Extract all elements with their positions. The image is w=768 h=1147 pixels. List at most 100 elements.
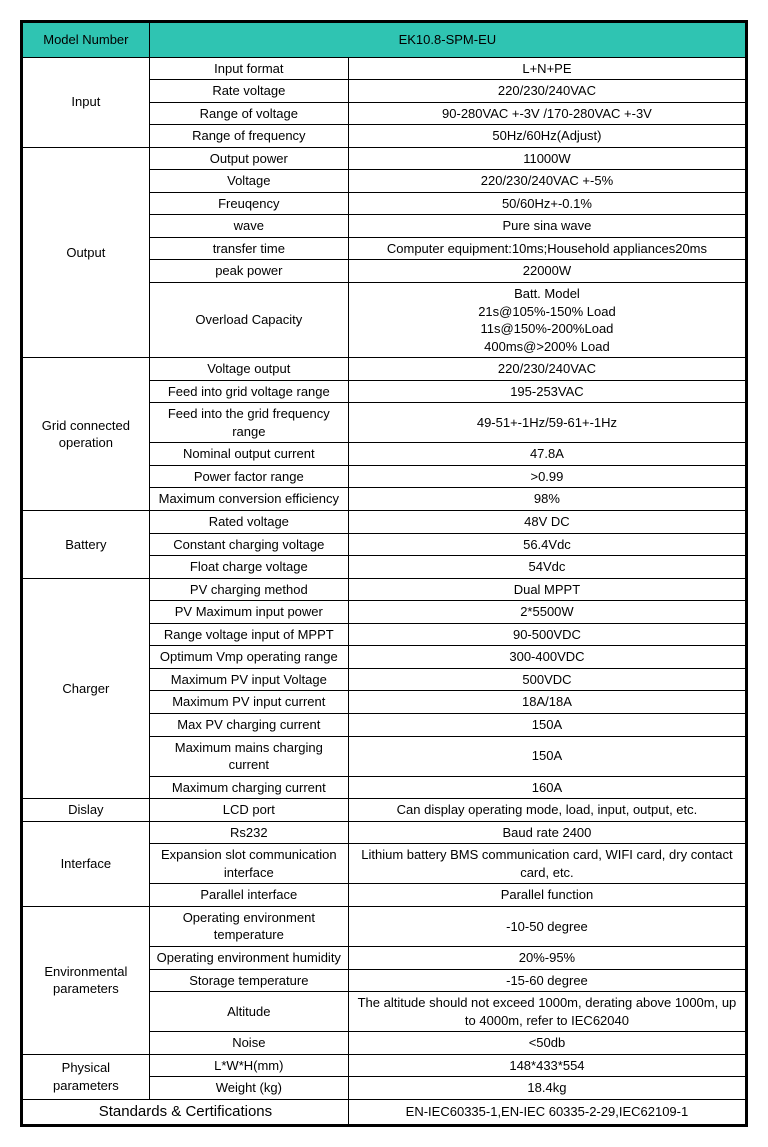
param-value: 150A [348,736,746,776]
model-number-label: Model Number [22,22,150,58]
spec-table: Model NumberEK10.8-SPM-EUInputInput form… [20,20,748,1127]
param-name: Freuqency [149,192,348,215]
section-name: Output [22,147,150,357]
param-name: Range of voltage [149,102,348,125]
param-value: >0.99 [348,465,746,488]
param-value: 2*5500W [348,601,746,624]
param-value: -15-60 degree [348,969,746,992]
section-name: Grid connected operation [22,358,150,511]
section-name: Battery [22,511,150,579]
param-name: Range voltage input of MPPT [149,623,348,646]
param-value: 22000W [348,260,746,283]
param-value: 18A/18A [348,691,746,714]
param-value: 11000W [348,147,746,170]
param-value: The altitude should not exceed 1000m, de… [348,992,746,1032]
param-value: Can display operating mode, load, input,… [348,799,746,822]
param-name: Maximum charging current [149,776,348,799]
param-name: Noise [149,1032,348,1055]
param-name: Storage temperature [149,969,348,992]
param-name: LCD port [149,799,348,822]
param-value: 49-51+-1Hz/59-61+-1Hz [348,403,746,443]
param-name: Operating environment temperature [149,906,348,946]
param-value: Parallel function [348,884,746,907]
section-name: Physical parameters [22,1054,150,1099]
param-name: transfer time [149,237,348,260]
table-row: BatteryRated voltage48V DC [22,511,747,534]
section-name: Interface [22,821,150,906]
param-name: PV Maximum input power [149,601,348,624]
param-name: Rs232 [149,821,348,844]
param-value: 98% [348,488,746,511]
section-name: Environmental parameters [22,906,150,1054]
standards-value: EN-IEC60335-1,EN-IEC 60335-2-29,IEC62109… [348,1099,746,1125]
table-row: Grid connected operationVoltage output22… [22,358,747,381]
param-value: 47.8A [348,443,746,466]
param-name: Voltage [149,170,348,193]
param-value: 50Hz/60Hz(Adjust) [348,125,746,148]
param-value: 18.4kg [348,1077,746,1100]
param-name: wave [149,215,348,238]
section-name: Dislay [22,799,150,822]
header-row: Model NumberEK10.8-SPM-EU [22,22,747,58]
param-name: Rated voltage [149,511,348,534]
param-value: 148*433*554 [348,1054,746,1077]
param-name: Maximum PV input current [149,691,348,714]
param-name: Nominal output current [149,443,348,466]
param-value: 220/230/240VAC +-5% [348,170,746,193]
param-value: -10-50 degree [348,906,746,946]
param-value: 195-253VAC [348,380,746,403]
table-row: OutputOutput power11000W [22,147,747,170]
param-name: L*W*H(mm) [149,1054,348,1077]
param-value: 90-500VDC [348,623,746,646]
param-value: 220/230/240VAC [348,358,746,381]
param-value: 160A [348,776,746,799]
table-row: DislayLCD portCan display operating mode… [22,799,747,822]
section-name: Input [22,57,150,147]
param-name: Rate voltage [149,80,348,103]
standards-label: Standards & Certifications [22,1099,349,1125]
param-name: Maximum PV input Voltage [149,668,348,691]
param-value: Baud rate 2400 [348,821,746,844]
param-name: PV charging method [149,578,348,601]
model-number-value: EK10.8-SPM-EU [149,22,746,58]
param-name: Optimum Vmp operating range [149,646,348,669]
param-value: L+N+PE [348,57,746,80]
param-name: peak power [149,260,348,283]
table-row: InterfaceRs232Baud rate 2400 [22,821,747,844]
param-name: Expansion slot communication interface [149,844,348,884]
table-row: ChargerPV charging methodDual MPPT [22,578,747,601]
param-value: 56.4Vdc [348,533,746,556]
param-name: Constant charging voltage [149,533,348,556]
param-name: Feed into the grid frequency range [149,403,348,443]
param-name: Maximum conversion efficiency [149,488,348,511]
param-name: Altitude [149,992,348,1032]
param-name: Input format [149,57,348,80]
param-name: Max PV charging current [149,713,348,736]
param-value: 20%-95% [348,946,746,969]
param-name: Overload Capacity [149,283,348,358]
param-name: Operating environment humidity [149,946,348,969]
param-name: Range of frequency [149,125,348,148]
param-value: Lithium battery BMS communication card, … [348,844,746,884]
standards-row: Standards & CertificationsEN-IEC60335-1,… [22,1099,747,1125]
section-name: Charger [22,578,150,798]
param-name: Parallel interface [149,884,348,907]
param-value: 50/60Hz+-0.1% [348,192,746,215]
param-value: <50db [348,1032,746,1055]
table-row: Environmental parametersOperating enviro… [22,906,747,946]
param-name: Float charge voltage [149,556,348,579]
param-value: 300-400VDC [348,646,746,669]
param-value: 90-280VAC +-3V /170-280VAC +-3V [348,102,746,125]
param-name: Feed into grid voltage range [149,380,348,403]
table-row: Physical parametersL*W*H(mm)148*433*554 [22,1054,747,1077]
param-value: 54Vdc [348,556,746,579]
param-name: Weight (kg) [149,1077,348,1100]
param-name: Maximum mains charging current [149,736,348,776]
param-value: 500VDC [348,668,746,691]
table-row: InputInput formatL+N+PE [22,57,747,80]
param-value: Dual MPPT [348,578,746,601]
param-value: 48V DC [348,511,746,534]
param-value: 220/230/240VAC [348,80,746,103]
param-value: Pure sina wave [348,215,746,238]
param-name: Output power [149,147,348,170]
